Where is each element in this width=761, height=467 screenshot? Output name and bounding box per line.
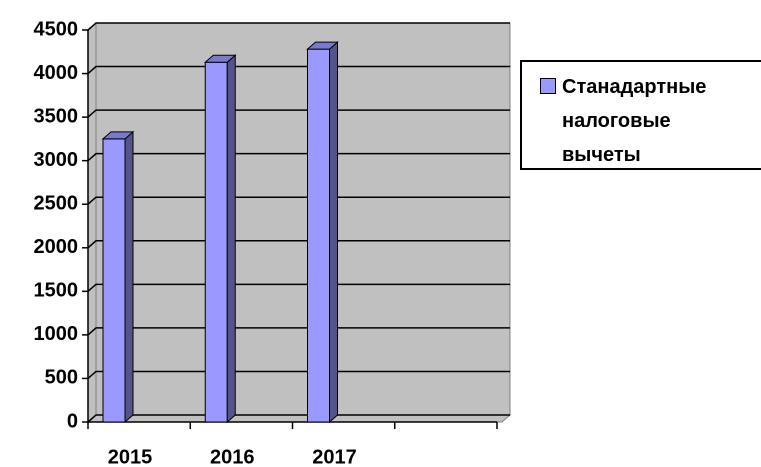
legend-label: Станадартные налоговые вычеты (562, 76, 707, 166)
bar (306, 41, 339, 424)
bar-face (203, 54, 237, 63)
floor (86, 414, 512, 423)
grid-line (87, 152, 510, 162)
bar-face (101, 131, 135, 140)
y-tick-label: 3000 (34, 149, 79, 171)
grid-line (87, 240, 510, 249)
grid-line (87, 22, 510, 31)
side-wall (87, 21, 97, 424)
bar-face (204, 61, 228, 423)
grid-line (87, 327, 510, 336)
y-tick-label: 3500 (34, 105, 79, 127)
bar-face (102, 138, 126, 423)
y-tick-label: 2500 (34, 193, 79, 215)
bar (101, 130, 135, 424)
bar-face (124, 130, 134, 424)
y-tick-label: 1500 (34, 280, 79, 302)
x-tick-label: 2017 (312, 446, 357, 467)
y-tick-label: 4000 (34, 62, 79, 84)
legend-swatch (540, 78, 556, 94)
bar-face (306, 41, 339, 50)
back-wall (95, 22, 511, 416)
y-tick-label: 0 (67, 410, 78, 432)
grid-line (87, 283, 510, 292)
bar-face (307, 48, 330, 423)
y-tick-label: 500 (45, 367, 78, 389)
grid-line (87, 370, 510, 380)
y-tick-label: 2000 (34, 236, 79, 258)
x-tick-label: 2016 (210, 446, 255, 467)
grid-line (87, 196, 510, 205)
grid-line (87, 414, 510, 423)
legend: Станадартные налоговые вычеты (520, 60, 761, 170)
bar-face (226, 54, 236, 424)
bar (203, 54, 237, 424)
y-tick-label: 1000 (34, 323, 79, 345)
grid-line (87, 109, 510, 118)
y-tick-label: 4500 (34, 18, 79, 40)
bar-face (329, 41, 338, 424)
x-tick-label: 2015 (108, 446, 153, 467)
grid-line (87, 65, 510, 75)
